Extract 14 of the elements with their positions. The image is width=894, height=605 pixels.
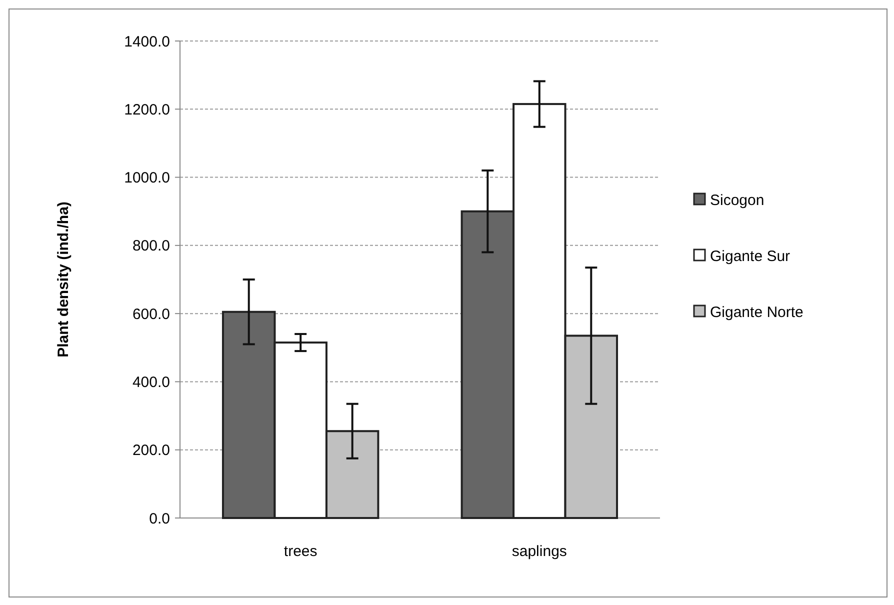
y-tick-label: 1400.0 [124, 33, 170, 50]
x-tick-label: trees [284, 543, 318, 560]
y-tick-label: 1000.0 [124, 170, 170, 187]
legend-label: Gigante Norte [710, 304, 804, 321]
y-tick-label: 600.0 [132, 306, 170, 323]
y-tick-label: 1200.0 [124, 101, 170, 118]
legend-label: Sicogon [710, 192, 764, 209]
legend-label: Gigante Sur [710, 248, 790, 265]
y-tick-label: 200.0 [132, 442, 170, 460]
y-tick-label: 400.0 [132, 374, 170, 391]
x-tick-label: saplings [512, 543, 567, 560]
y-axis-title: Plant density (ind./ha) [55, 202, 72, 358]
y-tick-label: 800.0 [132, 238, 170, 255]
y-tick-label: 0.0 [149, 510, 170, 528]
